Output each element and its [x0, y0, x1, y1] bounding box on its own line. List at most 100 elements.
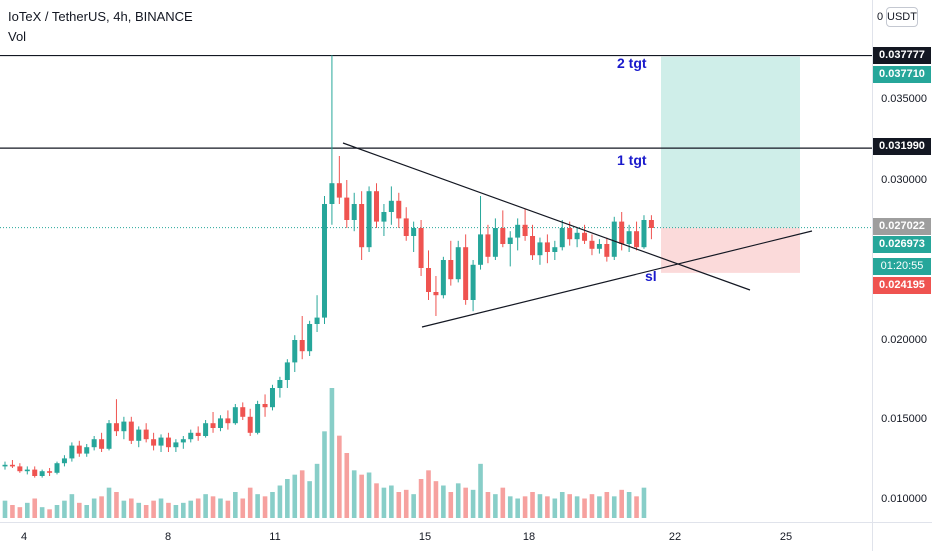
- candle-body: [492, 228, 498, 257]
- volume-bar: [151, 500, 156, 518]
- candle-body: [552, 247, 558, 252]
- volume-bar: [181, 502, 186, 518]
- candle-body: [366, 191, 372, 248]
- candle-body: [433, 292, 439, 296]
- volume-bar: [47, 509, 52, 518]
- volume-bar: [91, 498, 97, 518]
- candle-body: [522, 224, 528, 236]
- candle-body: [634, 231, 640, 248]
- candle-body: [69, 445, 75, 459]
- candle-body: [143, 429, 149, 440]
- volume-bar: [478, 463, 483, 518]
- candle-body: [574, 232, 580, 240]
- candle-body: [39, 471, 45, 476]
- volume-bar: [441, 485, 446, 518]
- candle-body: [54, 463, 60, 473]
- volume-bar: [188, 500, 194, 518]
- candle-body: [544, 242, 550, 252]
- volume-bar: [597, 496, 602, 518]
- volume-bar: [366, 472, 372, 518]
- volume-bar: [62, 500, 67, 518]
- volume-bar: [84, 505, 90, 518]
- candle-body: [262, 404, 268, 408]
- stop-zone: [661, 227, 800, 273]
- volume-label: Vol: [8, 29, 27, 44]
- candle-body: [173, 442, 179, 448]
- candle-body: [448, 260, 454, 280]
- chart-title: IoTeX / TetherUS, 4h, BINANCE: [8, 9, 193, 24]
- candle-body: [321, 204, 327, 318]
- volume-bar: [54, 505, 60, 518]
- candle-body: [136, 429, 142, 441]
- candle-body: [455, 247, 461, 280]
- volume-bar: [32, 498, 38, 518]
- volume-bar: [99, 496, 104, 518]
- volume-bar: [247, 487, 253, 518]
- volume-bar: [396, 492, 402, 518]
- volume-bar: [129, 498, 134, 518]
- volume-bar: [359, 474, 364, 518]
- candle-body: [604, 244, 610, 257]
- candle-body: [559, 228, 565, 248]
- price-chart[interactable]: [0, 0, 872, 522]
- volume-bar: [203, 494, 208, 518]
- volume-bar: [619, 489, 624, 518]
- candle-body: [203, 423, 209, 436]
- candle-body: [396, 200, 402, 219]
- volume-bar: [403, 489, 409, 518]
- candle-body: [388, 200, 394, 212]
- volume-bar: [545, 496, 550, 518]
- volume-bar: [24, 502, 30, 518]
- candle-body: [217, 418, 223, 428]
- candle-body: [255, 404, 261, 433]
- candle-body: [463, 247, 469, 300]
- candle-body: [648, 220, 654, 228]
- candle-body: [76, 445, 82, 454]
- candle-body: [440, 260, 446, 296]
- y-tick: 0.015000: [881, 413, 927, 425]
- top-line-price-tag: 0.037777: [873, 47, 931, 64]
- target-1-label: 1 tgt: [617, 152, 647, 168]
- candle-body: [403, 218, 409, 236]
- volume-bar: [582, 498, 587, 518]
- volume-bar: [611, 496, 617, 518]
- candle-body: [515, 224, 521, 238]
- volume-bar: [418, 479, 424, 518]
- candle-body: [381, 212, 387, 222]
- volume-bar: [507, 496, 513, 518]
- volume-bar: [255, 494, 260, 518]
- candle-body: [537, 242, 543, 256]
- volume-bar: [567, 494, 572, 518]
- price-axis[interactable]: 0.035000 0.030000 0.020000 0.015000 0.01…: [872, 0, 932, 522]
- volume-bar: [641, 487, 647, 518]
- candle-body: [240, 407, 246, 417]
- candle-body: [99, 439, 105, 449]
- candle-body: [269, 388, 275, 408]
- volume-bar: [17, 507, 23, 518]
- candle-body: [567, 228, 573, 240]
- candle-body: [307, 324, 313, 352]
- volume-bar: [210, 496, 216, 518]
- candle-body: [158, 437, 164, 446]
- volume-bar: [634, 496, 639, 518]
- candle-body: [47, 471, 53, 473]
- volume-bar: [433, 481, 439, 518]
- volume-bar: [69, 494, 75, 518]
- time-axis[interactable]: 4 8 11 15 18 22 25: [0, 522, 872, 551]
- volume-bar: [426, 470, 431, 518]
- x-tick: 11: [269, 531, 281, 543]
- candle-body: [225, 418, 231, 424]
- candle-body: [336, 183, 342, 198]
- candle-body: [611, 221, 617, 257]
- volume-bar: [374, 483, 379, 518]
- candlestick-chart-svg[interactable]: [0, 0, 872, 522]
- candle-body: [210, 423, 216, 428]
- currency-button[interactable]: USDT: [886, 7, 918, 27]
- candle-body: [478, 234, 484, 265]
- entry-price-tag: 0.027022: [873, 218, 931, 235]
- target-zone: [661, 56, 800, 228]
- volume-bar: [485, 492, 491, 518]
- candle-body: [418, 228, 424, 268]
- x-tick: 18: [522, 531, 536, 543]
- volume-bar: [166, 502, 171, 518]
